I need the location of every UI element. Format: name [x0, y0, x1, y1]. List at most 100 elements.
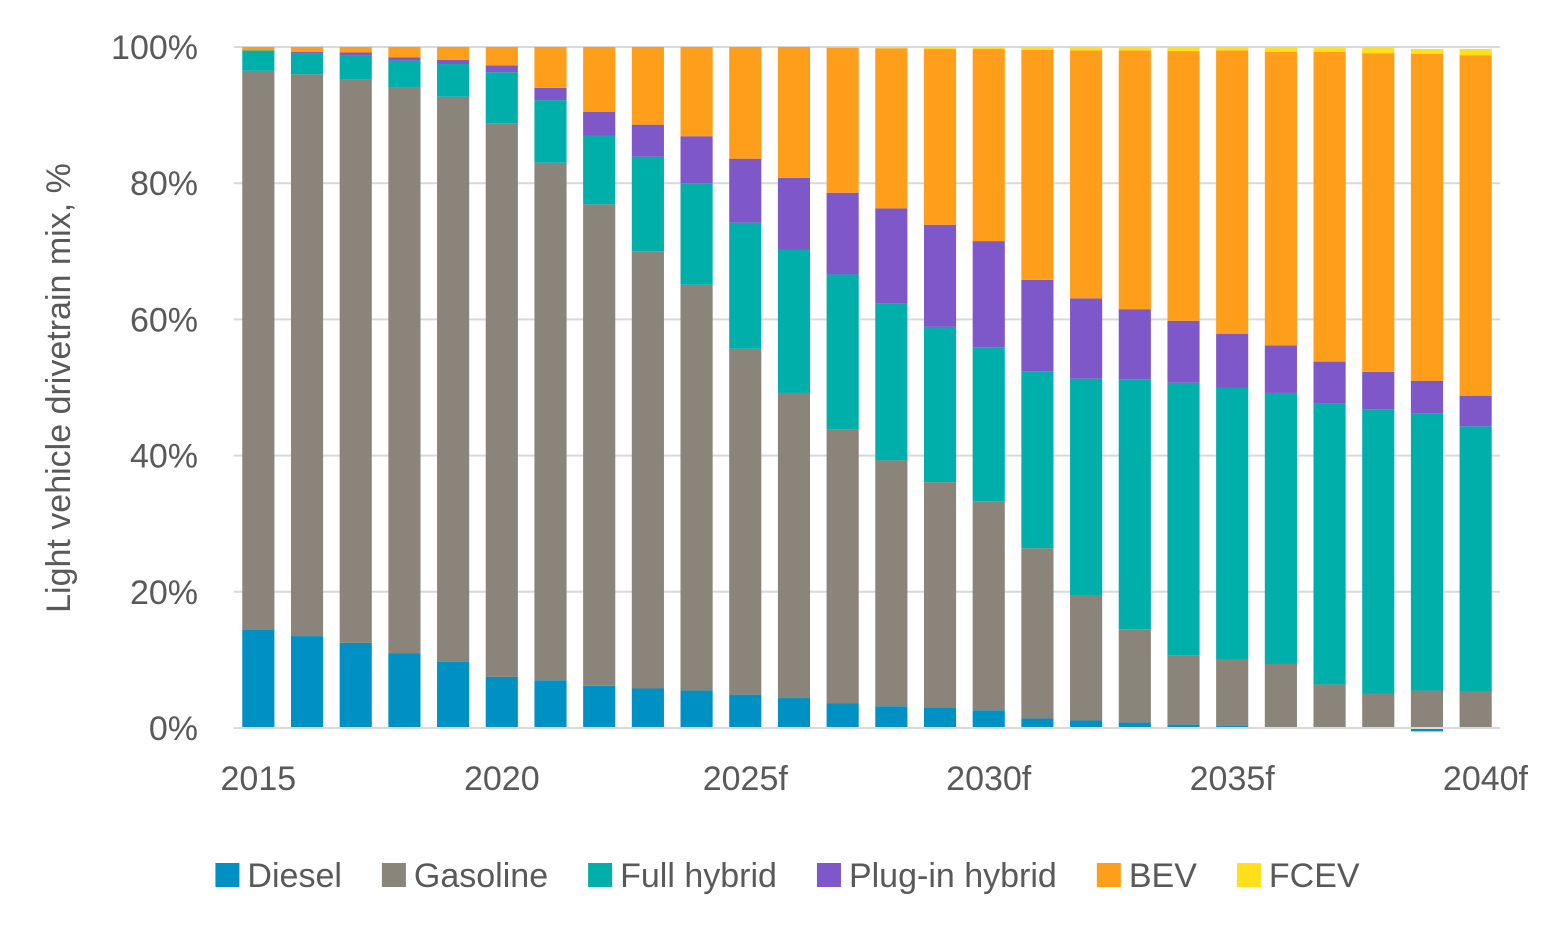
bar-segment [1459, 55, 1492, 396]
bar-segment [875, 460, 908, 707]
bar-segment [339, 47, 372, 53]
bar-segment [583, 135, 616, 205]
bar-segment [826, 192, 859, 275]
bar-segment [388, 57, 421, 61]
bar-segment [1264, 51, 1297, 346]
bar-segment [631, 124, 664, 157]
legend-swatch [816, 863, 841, 887]
bar-segment [1362, 371, 1395, 410]
bar-segment [923, 49, 957, 225]
bar-segment [290, 74, 324, 637]
bar-segment [631, 251, 664, 689]
x-tick-label: 2025f [703, 760, 789, 798]
legend-label: Diesel [247, 857, 341, 895]
bar-segment [388, 87, 421, 654]
bar-segment [583, 111, 616, 136]
y-tick-label: 60% [130, 301, 198, 339]
bars [242, 47, 1492, 732]
bar-segment [680, 136, 713, 184]
legend-label: FCEV [1269, 857, 1360, 895]
bar-segment [485, 65, 518, 73]
bar-segment [1264, 392, 1297, 664]
bar-segment [1216, 725, 1249, 728]
bar-segment [1167, 382, 1200, 656]
bar-segment [777, 698, 811, 728]
bar-segment [972, 347, 1005, 502]
bar-segment [631, 47, 664, 125]
bar-segment [729, 222, 762, 349]
bar-segment [1459, 49, 1492, 56]
bar-segment [1264, 345, 1297, 393]
bar-segment [875, 706, 908, 728]
x-tick-label: 2040f [1443, 760, 1529, 798]
bar-segment [1167, 51, 1200, 321]
bar-segment [437, 64, 470, 97]
bar-segment [680, 690, 713, 728]
bar-segment [583, 685, 616, 728]
bar-segment [1410, 728, 1444, 732]
bar-segment [1118, 47, 1151, 51]
bar-segment [1118, 722, 1151, 728]
y-tick-label: 100% [111, 29, 198, 67]
bar-segment [1410, 49, 1444, 54]
bar-segment [826, 47, 859, 193]
bar-segment [339, 55, 372, 80]
legend: Diesel Gasoline Full hybrid Plug-in hybrid B… [215, 857, 1360, 895]
bar-segment [972, 241, 1005, 348]
bar-segment [1118, 379, 1151, 630]
bar-segment [290, 47, 324, 52]
bar-segment [923, 326, 957, 483]
bar-segment [777, 249, 811, 393]
bar-segment [923, 482, 957, 708]
bar-segment [1021, 718, 1054, 728]
legend-item: FCEV [1236, 857, 1360, 895]
bar-segment [242, 70, 275, 630]
bar-segment [1167, 655, 1200, 725]
bar-segment [1313, 51, 1346, 362]
bar-segment [1216, 47, 1249, 51]
bar-segment [339, 52, 372, 56]
bar-segment [923, 707, 957, 728]
bar-segment [1362, 53, 1395, 372]
legend-swatch [1096, 863, 1121, 887]
bar-segment [1070, 47, 1103, 51]
bar-segment [1410, 413, 1444, 691]
bar-segment [1264, 663, 1297, 728]
bar-segment [1459, 395, 1492, 427]
bar-segment [875, 48, 908, 209]
bar-segment [1362, 47, 1395, 54]
bar-segment [583, 204, 616, 686]
bar-segment [1313, 47, 1346, 52]
legend-swatch [588, 863, 613, 887]
x-tick-label: 2015 [221, 760, 297, 798]
bar-segment [1313, 403, 1346, 685]
x-tick-label: 2035f [1190, 760, 1276, 798]
bar-segment [729, 47, 762, 159]
bar-segment [777, 177, 811, 250]
bar-segment [1313, 684, 1346, 728]
bar-segment [1167, 320, 1200, 383]
bar-segment [1167, 47, 1200, 52]
bar-segment [1216, 659, 1249, 726]
bar-segment [972, 47, 1005, 50]
bar-segment [680, 47, 713, 137]
bar-segment [1459, 426, 1492, 692]
legend-item: BEV [1096, 857, 1197, 895]
bar-segment [1070, 720, 1103, 728]
y-tick-label: 20% [130, 574, 198, 612]
legend-item: Gasoline [381, 857, 548, 895]
bar-segment [923, 224, 957, 327]
bar-segment [485, 72, 518, 124]
bar-segment [1313, 361, 1346, 404]
bar-segment [437, 96, 470, 662]
bar-segment [485, 676, 518, 728]
bar-segment [826, 703, 859, 728]
bar-segment [1021, 371, 1054, 549]
bar-segment [1070, 50, 1103, 299]
bar-segment [290, 636, 324, 728]
bar-segment [1362, 693, 1395, 728]
y-tick-label: 0% [149, 710, 198, 748]
bar-segment [729, 348, 762, 695]
legend-item: Plug-in hybrid [816, 857, 1057, 895]
